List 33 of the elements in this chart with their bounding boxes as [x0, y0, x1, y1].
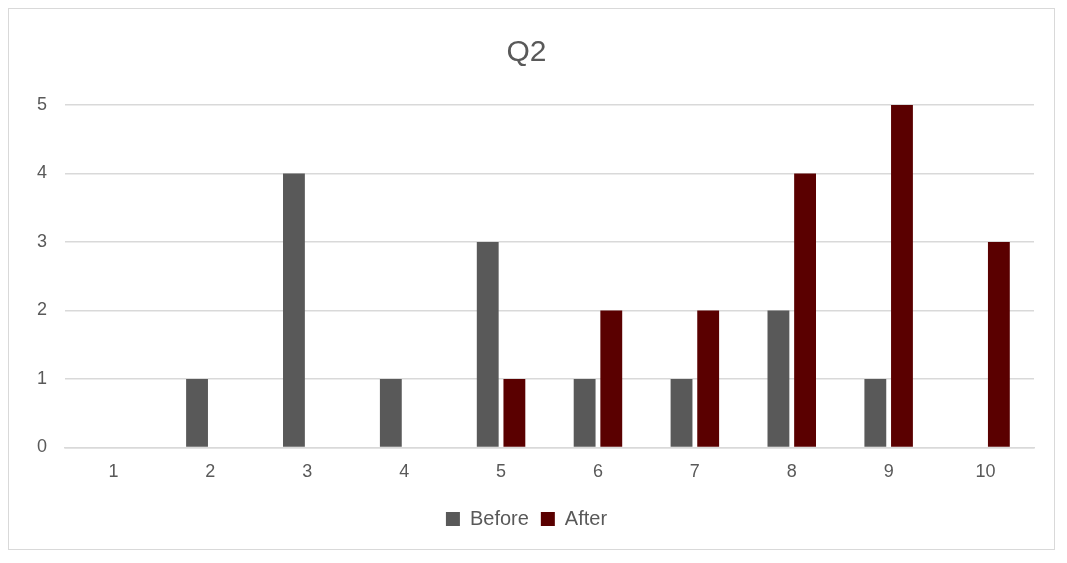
bar — [767, 310, 790, 447]
x-tick-label: 3 — [302, 461, 313, 482]
x-tick-label: 2 — [205, 461, 216, 482]
bar — [697, 310, 720, 447]
x-tick-label: 9 — [883, 461, 894, 482]
legend-label: Before — [469, 506, 529, 529]
y-tick-label: 1 — [37, 367, 48, 388]
x-tick-label: 1 — [108, 461, 119, 482]
x-tick-label: 7 — [689, 461, 700, 482]
x-tick-label: 4 — [399, 461, 410, 482]
x-tick-label: 6 — [592, 461, 603, 482]
x-tick-label: 5 — [496, 461, 507, 482]
bar — [573, 378, 596, 447]
bar — [864, 378, 887, 447]
y-tick-label: 4 — [37, 162, 48, 183]
bar — [600, 310, 623, 447]
bar — [283, 173, 305, 447]
bar — [379, 378, 402, 447]
bar — [503, 378, 526, 447]
x-tick-label: 10 — [975, 461, 996, 482]
bar — [987, 241, 1010, 447]
y-tick-label: 2 — [37, 299, 48, 320]
legend-label: After — [564, 506, 608, 529]
y-tick-label: 3 — [37, 230, 48, 251]
y-tick-label: 0 — [37, 436, 48, 457]
bar — [186, 378, 208, 447]
bar — [670, 378, 693, 447]
y-tick-label: 5 — [37, 93, 48, 114]
bar — [891, 105, 913, 447]
x-tick-label: 8 — [786, 461, 797, 482]
bar — [476, 241, 499, 447]
bar — [794, 173, 816, 447]
chart-title: Q2 — [506, 34, 547, 68]
